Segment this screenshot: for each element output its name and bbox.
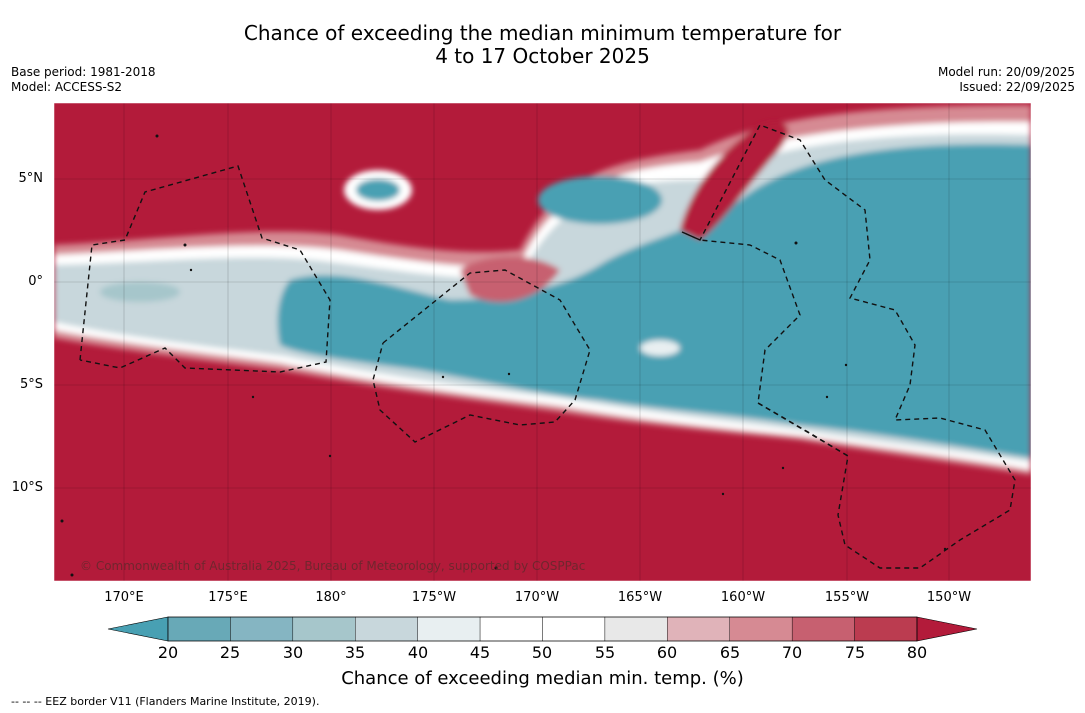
- base-period: Base period: 1981-2018: [11, 65, 156, 79]
- colorbar-tick-25: 25: [219, 643, 241, 662]
- lat-label-5s: 5°S: [19, 377, 43, 392]
- colorbar-segment: [667, 616, 730, 642]
- copyright-notice: © Commonwealth of Australia 2025, Bureau…: [80, 559, 586, 573]
- colorbar-tick-20: 20: [157, 643, 179, 662]
- eez-legend: -- -- -- EEZ border V11 (Flanders Marine…: [11, 695, 320, 708]
- graticule: [54, 103, 1031, 581]
- lat-label-5n: 5°N: [18, 171, 44, 186]
- eez-borders: [79, 124, 1016, 569]
- chart-title-line2: 4 to 17 October 2025: [435, 44, 650, 68]
- map-area: [54, 103, 1031, 581]
- colorbar: [107, 616, 978, 642]
- colorbar-segment: [854, 616, 918, 642]
- colorbar-segment: [230, 616, 294, 642]
- colorbar-segment: [292, 616, 356, 642]
- lon-label-180: 180°: [315, 590, 347, 605]
- issued-date: Issued: 22/09/2025: [959, 80, 1075, 94]
- colorbar-tick-30: 30: [282, 643, 304, 662]
- lon-label-170w: 170°W: [514, 590, 560, 605]
- colorbar-segment: [167, 616, 231, 642]
- colorbar-tick-40: 40: [407, 643, 429, 662]
- colorbar-tick-75: 75: [844, 643, 866, 662]
- colorbar-tick-35: 35: [344, 643, 366, 662]
- colorbar-tick-65: 65: [719, 643, 741, 662]
- colorbar-segment: [604, 616, 668, 642]
- lon-label-170e: 170°E: [104, 590, 144, 605]
- colorbar-tick-45: 45: [469, 643, 491, 662]
- meta-right: Model run: 20/09/2025 Issued: 22/09/2025: [938, 65, 1075, 95]
- colorbar-tick-80: 80: [906, 643, 928, 662]
- lat-label-10s: 10°S: [11, 480, 43, 495]
- chart-title-line1: Chance of exceeding the median minimum t…: [243, 21, 842, 45]
- lon-label-165w: 165°W: [617, 590, 663, 605]
- colorbar-segment: [791, 616, 855, 642]
- lon-label-155w: 155°W: [824, 590, 870, 605]
- meta-left: Base period: 1981-2018 Model: ACCESS-S2: [11, 65, 156, 95]
- colorbar-segment: [355, 616, 418, 642]
- lon-label-175w: 175°W: [411, 590, 457, 605]
- lon-label-175e: 175°E: [208, 590, 248, 605]
- lon-label-150w: 150°W: [926, 590, 972, 605]
- lat-label-0: 0°: [28, 274, 43, 289]
- colorbar-segment: [542, 616, 606, 642]
- colorbar-low-arrow: [107, 616, 169, 642]
- colorbar-tick-70: 70: [781, 643, 803, 662]
- colorbar-tick-50: 50: [531, 643, 553, 662]
- map-frame: [53, 102, 1032, 582]
- model-name: Model: ACCESS-S2: [11, 80, 123, 94]
- colorbar-title: Chance of exceeding median min. temp. (%…: [341, 668, 744, 689]
- colorbar-segments: [167, 616, 918, 642]
- colorbar-segment: [729, 616, 793, 642]
- colorbar-segment: [417, 616, 481, 642]
- colorbar-tick-60: 60: [656, 643, 678, 662]
- colorbar-segment: [479, 616, 543, 642]
- islands: [60, 134, 947, 577]
- lon-label-160w: 160°W: [720, 590, 766, 605]
- colorbar-high-arrow: [916, 616, 978, 642]
- model-run: Model run: 20/09/2025: [937, 65, 1075, 79]
- colorbar-tick-55: 55: [594, 643, 616, 662]
